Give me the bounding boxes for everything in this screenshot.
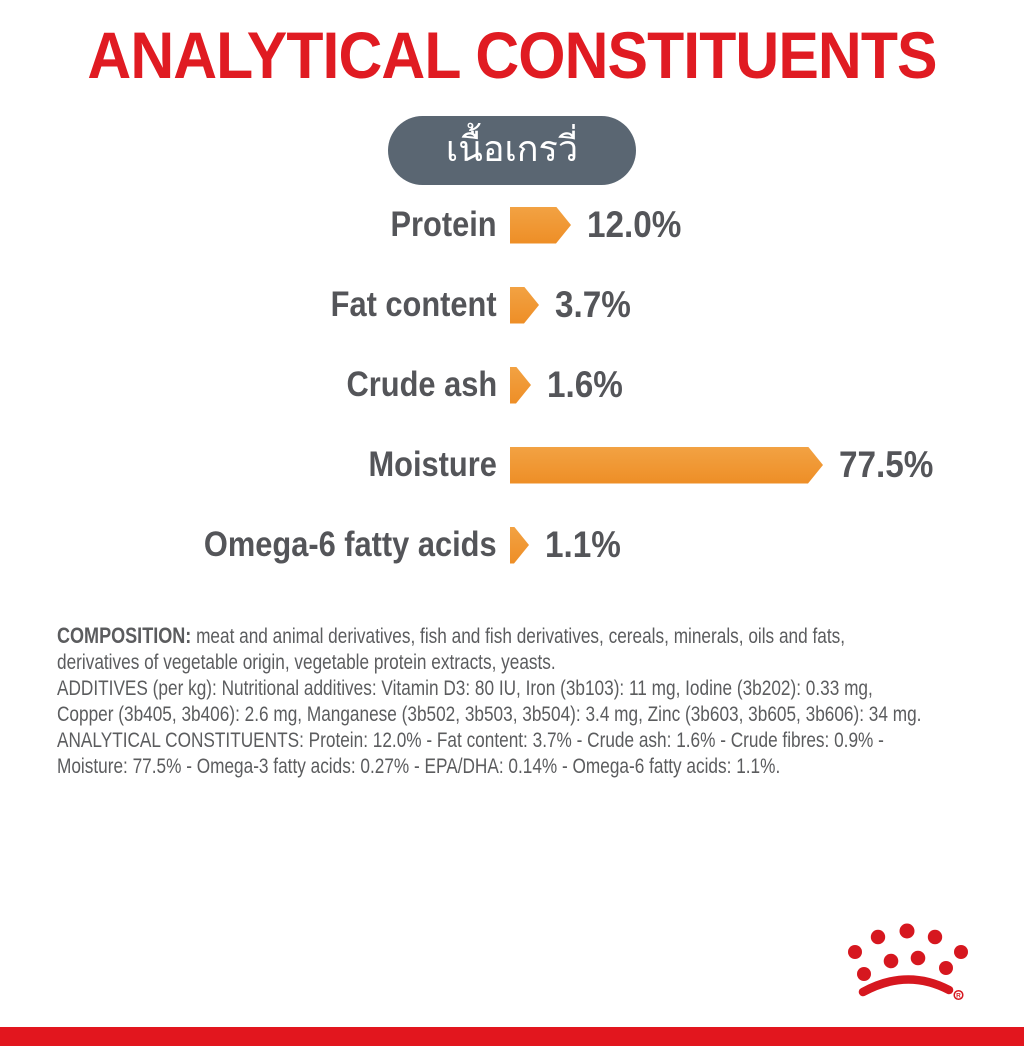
svg-text:R: R xyxy=(956,993,961,1000)
bar-label: Moisture xyxy=(368,445,497,484)
flavor-badge: เนื้อเกรวี่ xyxy=(388,116,636,185)
bar-label: Omega-6 fatty acids xyxy=(204,525,497,564)
bar-label: Crude ash xyxy=(346,365,497,404)
bar-label: Protein xyxy=(390,205,497,244)
additives-line: ADDITIVES (per kg): Nutritional additive… xyxy=(57,677,873,700)
analytical-constituents-chart: Protein 12.0% Fat content 3.7% Crude ash… xyxy=(0,185,1024,585)
composition-line: derivatives of vegetable origin, vegetab… xyxy=(57,651,556,674)
bar-value: 1.1% xyxy=(545,524,621,565)
bar xyxy=(510,207,571,244)
composition-label: COMPOSITION: xyxy=(57,623,192,648)
chart-row: Fat content 3.7% xyxy=(0,265,1024,345)
bar xyxy=(510,287,539,324)
chart-row: Crude ash 1.6% xyxy=(0,345,1024,425)
bar-value: 12.0% xyxy=(587,204,682,245)
chart-row: Moisture 77.5% xyxy=(0,425,1024,505)
fine-print-block: COMPOSITION: meat and animal derivatives… xyxy=(57,623,1024,780)
bar xyxy=(510,527,529,564)
analytical-line: ANALYTICAL CONSTITUENTS: Protein: 12.0% … xyxy=(57,729,884,752)
bar-value: 1.6% xyxy=(547,364,623,405)
bar xyxy=(510,367,531,404)
bar xyxy=(510,447,823,484)
additives-line: Copper (3b405, 3b406): 2.6 mg, Manganese… xyxy=(57,703,922,726)
composition-line: COMPOSITION: meat and animal derivatives… xyxy=(57,623,846,648)
chart-row: Omega-6 fatty acids 1.1% xyxy=(0,505,1024,585)
bar-value: 3.7% xyxy=(555,284,631,325)
bar-value: 77.5% xyxy=(839,444,934,485)
royal-canin-crown-logo: R xyxy=(848,923,968,1001)
page-title: ANALYTICAL CONSTITUENTS xyxy=(87,18,937,92)
bottom-red-stripe xyxy=(0,1027,1024,1046)
chart-row: Protein 12.0% xyxy=(0,185,1024,265)
analytical-line: Moisture: 77.5% - Omega-3 fatty acids: 0… xyxy=(57,755,781,778)
bar-label: Fat content xyxy=(331,285,497,324)
flavor-badge-label: เนื้อเกรวี่ xyxy=(445,128,579,169)
